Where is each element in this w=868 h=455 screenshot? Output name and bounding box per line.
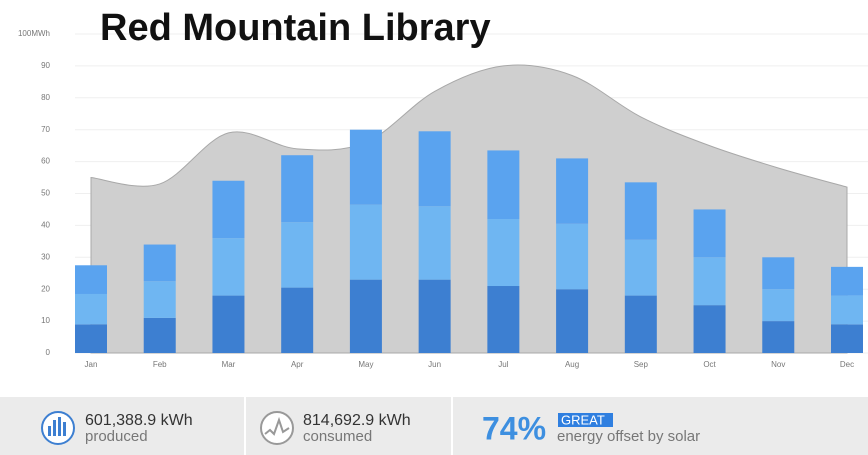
bar-segment — [556, 158, 589, 224]
x-tick-label: Sep — [634, 360, 649, 369]
bar-segment — [75, 324, 107, 353]
produced-label: produced — [85, 428, 148, 445]
bar-segment — [418, 279, 451, 353]
summary-bar — [0, 397, 868, 455]
y-tick-label: 40 — [41, 221, 50, 230]
y-tick-label: 90 — [41, 61, 50, 70]
y-tick-label: 80 — [41, 93, 50, 102]
bar-segment — [762, 257, 795, 290]
consumed-area — [90, 64, 848, 354]
bar-segment — [281, 287, 314, 353]
bar-segment — [212, 295, 245, 353]
offset-label: energy offset by solar — [557, 428, 700, 445]
bar-segment — [693, 257, 726, 306]
x-tick-label: Nov — [771, 360, 785, 369]
y-tick-label: 60 — [41, 157, 50, 166]
bar-segment — [418, 206, 451, 280]
bar-segment — [624, 239, 657, 296]
consumed-label: consumed — [303, 428, 372, 445]
produced-value: 601,388.9 kWh — [85, 412, 193, 429]
bar-segment — [143, 317, 176, 353]
y-tick-label: 50 — [41, 189, 50, 198]
y-tick-label: 0 — [46, 348, 51, 357]
produced-icon — [41, 411, 75, 445]
y-tick-label: 30 — [41, 252, 50, 261]
bar-segment — [831, 295, 863, 325]
bar-segment — [143, 244, 176, 282]
bar-segment — [75, 265, 107, 294]
chart-title: Red Mountain Library — [100, 7, 491, 49]
bar-segment — [624, 295, 657, 353]
bar-segment — [349, 129, 382, 205]
bar-segment — [831, 266, 863, 296]
x-tick-label: Jul — [498, 360, 508, 369]
bar-segment — [212, 180, 245, 239]
x-tick-label: Aug — [565, 360, 579, 369]
bar-segment — [556, 289, 589, 353]
plot: 0 10 20 30 40 50 60 70 80 90 100MWh Jan Feb Mar Apr May… — [18, 29, 868, 369]
bar-segment — [349, 204, 382, 280]
x-tick-label: Dec — [840, 360, 854, 369]
x-tick-label: May — [358, 360, 373, 369]
bar-segment — [487, 219, 520, 287]
bar-segment — [831, 324, 863, 353]
x-tick-label: Jan — [85, 360, 98, 369]
x-tick-label: Mar — [222, 360, 236, 369]
bar-segment — [487, 286, 520, 353]
bar-segment — [487, 150, 520, 220]
bar-segment — [762, 289, 795, 322]
y-tick-label: 70 — [41, 125, 50, 134]
bar-segment — [556, 223, 589, 290]
y-tick-label: 10 — [41, 316, 50, 325]
bar-segment — [693, 305, 726, 353]
bar-segment — [75, 293, 107, 325]
badge — [558, 413, 613, 427]
badge-text: GREAT — [561, 412, 605, 427]
bar-segment — [349, 279, 382, 353]
bar-segment — [418, 131, 451, 207]
bar-segment — [212, 238, 245, 296]
bar-segment — [281, 222, 314, 288]
bar-segment — [693, 209, 726, 258]
offset-value: 74% — [482, 410, 546, 446]
bar-segment — [762, 321, 795, 353]
bar-segment — [624, 182, 657, 240]
bar-segment — [281, 155, 314, 223]
consumed-value: 814,692.9 kWh — [303, 412, 411, 429]
x-tick-label: Oct — [703, 360, 716, 369]
x-tick-label: Feb — [153, 360, 167, 369]
y-tick-label: 100MWh — [18, 29, 50, 38]
bar-segment — [143, 281, 176, 318]
x-tick-label: Apr — [291, 360, 304, 369]
y-tick-label: 20 — [41, 284, 50, 293]
x-tick-label: Jun — [428, 360, 441, 369]
consumed-icon — [260, 411, 294, 445]
